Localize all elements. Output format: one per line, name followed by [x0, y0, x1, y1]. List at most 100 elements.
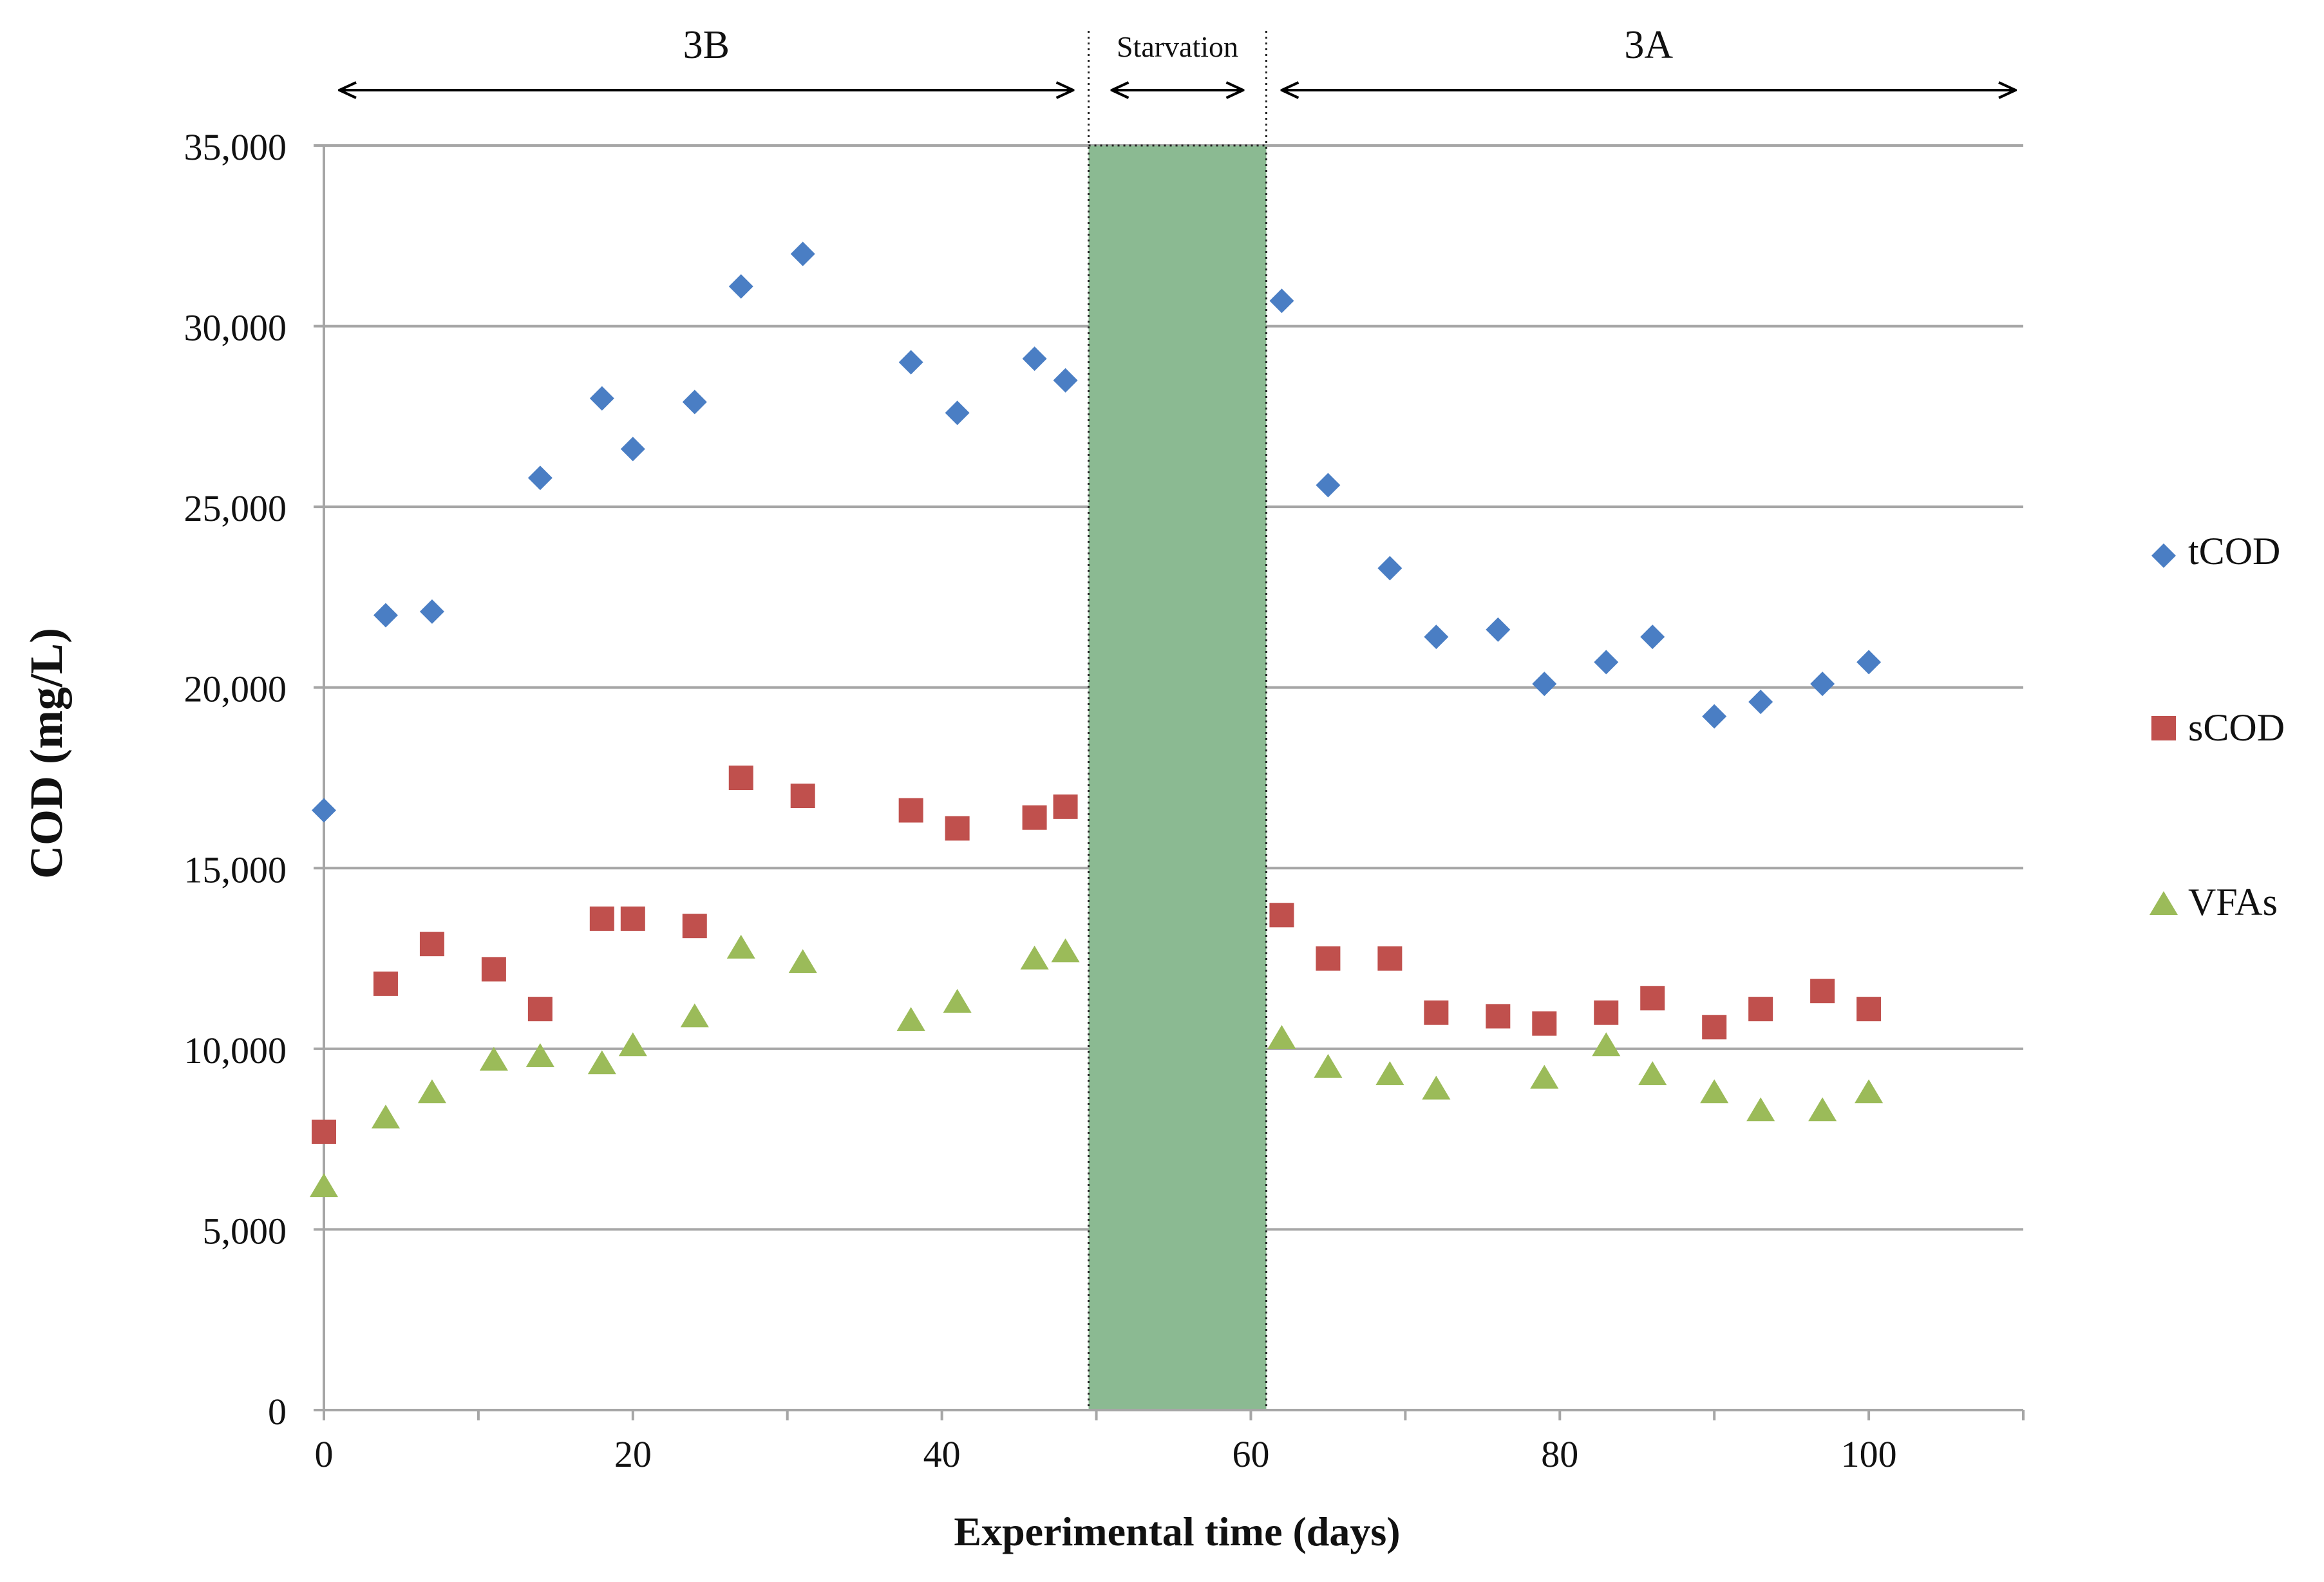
point-tcod [728, 274, 753, 299]
point-vfas [1592, 1032, 1621, 1057]
point-scod [1316, 946, 1341, 971]
point-scod [1053, 794, 1078, 819]
series-scod [312, 766, 1882, 1144]
point-tcod [1316, 473, 1341, 498]
point-scod [1810, 979, 1835, 1004]
point-tcod [1748, 690, 1773, 715]
x-tick-label: 80 [1541, 1433, 1578, 1475]
series-tcod [312, 241, 1882, 823]
point-tcod [1640, 625, 1665, 650]
point-scod [1594, 1000, 1619, 1025]
point-vfas [943, 988, 972, 1013]
point-scod [589, 906, 614, 931]
y-tick-label: 35,000 [184, 126, 287, 168]
point-vfas [618, 1032, 647, 1057]
y-tick-labels: 0 5,000 10,000 15,000 20,000 25,000 30,000 35,0… [184, 126, 287, 1433]
legend-item-scod: sCOD [2151, 706, 2285, 749]
point-tcod [1022, 346, 1047, 372]
point-scod [1532, 1011, 1557, 1036]
x-tick-label: 60 [1232, 1433, 1269, 1475]
point-vfas [1530, 1064, 1559, 1089]
point-scod [1748, 997, 1773, 1022]
point-tcod [373, 603, 398, 628]
x-tick-label: 0 [315, 1433, 334, 1475]
x-axis-title: Experimental time (days) [954, 1509, 1400, 1554]
legend: tCOD sCOD VFAs [2149, 530, 2285, 923]
point-vfas [371, 1104, 400, 1129]
point-tcod [1269, 288, 1294, 314]
y-tick-label: 20,000 [184, 668, 287, 710]
point-vfas [1375, 1061, 1404, 1086]
starvation-band-group [1088, 31, 1267, 1410]
y-tick-label: 25,000 [184, 487, 287, 529]
point-scod [1640, 986, 1665, 1011]
point-vfas [1267, 1025, 1296, 1050]
x-tick-label: 20 [614, 1433, 652, 1475]
legend-item-tcod: tCOD [2151, 530, 2280, 572]
point-tcod [1810, 672, 1835, 697]
point-tcod [1424, 625, 1449, 650]
point-vfas [525, 1043, 554, 1068]
point-scod [312, 1119, 336, 1144]
point-vfas [896, 1006, 925, 1031]
legend-marker-scod [2151, 716, 2176, 740]
point-scod [1269, 903, 1294, 928]
phase-label-starvation: Starvation [1117, 30, 1238, 63]
point-scod [1377, 946, 1403, 971]
y-tick-label: 5,000 [203, 1210, 287, 1252]
series-vfas [310, 934, 1884, 1198]
axes [314, 144, 2025, 1420]
legend-label-scod: sCOD [2188, 706, 2285, 749]
point-vfas [1638, 1061, 1667, 1086]
point-scod [1702, 1015, 1727, 1040]
point-scod [790, 784, 815, 809]
point-vfas [680, 1003, 709, 1028]
point-vfas [1855, 1079, 1884, 1104]
point-scod [728, 766, 753, 790]
point-vfas [310, 1173, 338, 1198]
point-vfas [1051, 938, 1080, 963]
point-vfas [1700, 1079, 1729, 1104]
point-vfas [417, 1079, 446, 1104]
point-vfas [587, 1050, 616, 1075]
point-scod [527, 997, 553, 1022]
y-tick-label: 15,000 [184, 849, 287, 890]
y-tick-label: 10,000 [184, 1030, 287, 1071]
point-vfas [1808, 1097, 1837, 1122]
point-tcod [898, 350, 923, 375]
data-points [310, 241, 1884, 1198]
legend-label-vfas: VFAs [2188, 881, 2278, 923]
point-vfas [1746, 1097, 1775, 1122]
point-vfas [788, 949, 817, 974]
phase-label-3b: 3B [683, 23, 730, 67]
x-tick-labels: 0 20 40 60 80 100 [315, 1433, 1897, 1475]
x-tick-label: 40 [923, 1433, 961, 1475]
point-vfas [479, 1046, 508, 1071]
point-tcod [1486, 617, 1511, 642]
point-tcod [1532, 672, 1557, 697]
point-tcod [312, 798, 336, 823]
point-vfas [726, 934, 755, 959]
x-tick-label: 100 [1841, 1433, 1897, 1475]
legend-item-vfas: VFAs [2149, 881, 2278, 923]
point-scod [898, 798, 923, 823]
point-tcod [945, 400, 970, 426]
y-tick-label: 30,000 [184, 307, 287, 349]
point-scod [419, 932, 444, 957]
point-tcod [1856, 650, 1882, 675]
point-vfas [1314, 1053, 1343, 1078]
point-tcod [790, 241, 815, 267]
point-tcod [1594, 650, 1619, 675]
point-scod [373, 971, 398, 996]
point-scod [1486, 1004, 1511, 1029]
point-tcod [682, 390, 707, 415]
point-tcod [1053, 368, 1078, 393]
y-tick-label: 0 [268, 1391, 287, 1433]
starvation-band [1088, 146, 1267, 1410]
point-tcod [589, 386, 614, 411]
point-scod [945, 816, 970, 841]
point-tcod [1377, 556, 1403, 581]
y-axis-title: COD (mg/L) [21, 628, 72, 879]
point-tcod [419, 599, 444, 624]
